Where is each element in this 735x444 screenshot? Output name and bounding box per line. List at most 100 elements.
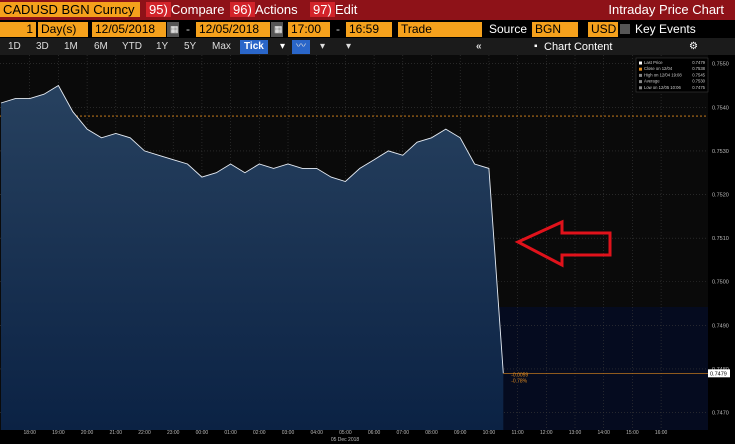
legend-name: Close on 12/04	[644, 66, 673, 71]
x-date-label: 05 Dec 2018	[331, 437, 360, 443]
menu-number[interactable]: 96)	[230, 2, 255, 17]
legend-swatch	[639, 80, 642, 84]
calendar-icon[interactable]: ▦	[271, 22, 283, 37]
legend-box	[635, 57, 709, 93]
legend-value: 0.7530	[692, 79, 705, 84]
collapse-icon[interactable]: «	[476, 41, 482, 52]
x-tick-label: 13:00	[569, 430, 582, 436]
x-tick-label: 16:00	[655, 430, 668, 436]
panel-title[interactable]: Chart Content	[544, 41, 613, 53]
title-bar: CADUSD BGN Curncy 95) Compare 96) Actions 97…	[0, 0, 735, 20]
range-button[interactable]: 1M	[64, 41, 78, 52]
x-tick-label: 23:00	[167, 430, 180, 436]
last-price-box	[708, 369, 730, 378]
x-tick-label: 19:00	[52, 430, 65, 436]
range-button[interactable]: 6M	[94, 41, 108, 52]
y-tick-label: 0.7510	[712, 236, 729, 242]
x-tick-label: 06:00	[368, 430, 381, 436]
change-label: -0.0059	[511, 372, 528, 378]
range-bar: 1D 3D 1M 6M YTD 1Y 5Y Max Tick ▾ 〰 ▾ ▾ « ▪ Char…	[0, 38, 735, 55]
legend-swatch	[639, 67, 642, 71]
x-tick-label: 11:00	[512, 430, 524, 436]
menu-label[interactable]: Compare	[171, 2, 225, 17]
price-line	[0, 84, 504, 374]
start-date[interactable]: 12/05/2018	[92, 22, 166, 37]
range-button[interactable]: 5Y	[184, 41, 197, 52]
checkbox[interactable]	[620, 24, 630, 34]
end-time[interactable]: 16:59	[346, 22, 392, 37]
dash: -	[336, 22, 340, 36]
field[interactable]: Trade	[398, 22, 482, 37]
range-button[interactable]: 3D	[36, 41, 49, 52]
legend-value: 0.7479	[692, 60, 705, 65]
annotation-arrow	[514, 219, 612, 268]
x-tick-label: 09:00	[454, 430, 467, 436]
range-button[interactable]: 1Y	[156, 41, 169, 52]
key-events[interactable]: Key Events	[635, 22, 696, 36]
y-tick-label: 0.7470	[712, 411, 729, 417]
x-tick-label: 08:00	[425, 430, 438, 436]
settings-bar: 1 Day(s) 12/05/2018 ▦ - 12/05/2018 ▦ 17:…	[0, 20, 735, 38]
y-tick-label: 0.7530	[712, 149, 729, 155]
period-unit[interactable]: Day(s)	[38, 22, 88, 37]
currency[interactable]: USD	[588, 22, 618, 37]
dropdown-arrow[interactable]: ▾	[320, 41, 326, 52]
x-tick-label: 12:00	[540, 430, 553, 436]
menu-number[interactable]: 95)	[146, 2, 171, 17]
x-tick-label: 22:00	[138, 430, 151, 436]
range-button[interactable]: YTD	[122, 41, 142, 52]
x-tick-label: 02:00	[253, 430, 266, 436]
settings-icon[interactable]: ⚙	[689, 41, 698, 52]
dropdown-arrow[interactable]: ▾	[280, 41, 286, 52]
legend-name: Average	[644, 79, 660, 84]
legend-name: High on 12/04 19:08	[644, 72, 682, 77]
y-tick-label: 0.7500	[712, 280, 729, 286]
legend-swatch	[639, 61, 642, 65]
panel-icon[interactable]: ▪	[534, 41, 538, 52]
legend-value: 0.7538	[692, 66, 705, 71]
range-button[interactable]: Max	[212, 41, 231, 52]
shade-box	[490, 307, 708, 430]
x-tick-label: 03:00	[282, 430, 295, 436]
x-tick-label: 01:00	[224, 430, 237, 436]
chart-style-icon[interactable]: 〰	[292, 40, 310, 54]
x-tick-label: 20:00	[81, 430, 94, 436]
area	[1, 85, 504, 430]
interval[interactable]: Tick	[240, 40, 268, 54]
x-tick-label: 14:00	[597, 430, 610, 436]
x-tick-label: 15:00	[626, 430, 639, 436]
y-tick-label: 0.7520	[712, 193, 729, 199]
x-tick-label: 05:00	[339, 430, 352, 436]
chart: 0.74700.74800.74900.75000.75100.75200.75…	[0, 55, 730, 443]
screen-title: Intraday Price Chart	[608, 2, 724, 17]
legend-name: Low on 12/05 10:06	[644, 85, 681, 90]
menu-label[interactable]: Actions	[255, 2, 298, 17]
calendar-icon[interactable]: ▦	[167, 22, 179, 37]
dropdown-arrow[interactable]: ▾	[346, 41, 352, 52]
start-time[interactable]: 17:00	[288, 22, 330, 37]
source[interactable]: BGN	[532, 22, 578, 37]
period[interactable]: 1	[0, 22, 36, 37]
x-tick-label: 00:00	[196, 430, 209, 436]
menu-label[interactable]: Edit	[335, 2, 358, 17]
dash: -	[186, 22, 190, 36]
x-tick-label: 07:00	[397, 430, 410, 436]
range-button[interactable]: 1D	[8, 41, 21, 52]
legend-swatch	[639, 73, 642, 77]
security[interactable]: CADUSD BGN Curncy	[0, 2, 140, 17]
x-tick-label: 21:00	[110, 430, 123, 436]
end-date[interactable]: 12/05/2018	[196, 22, 270, 37]
legend-value: 0.7545	[692, 72, 705, 77]
legend-value: 0.7475	[692, 85, 705, 90]
x-tick-label: 18:00	[23, 430, 36, 436]
y-tick-label: 0.7550	[712, 62, 729, 68]
y-tick-label: 0.7540	[712, 105, 729, 111]
y-tick-label: 0.7490	[712, 323, 729, 329]
x-tick-label: 04:00	[310, 430, 323, 436]
legend-swatch	[639, 86, 642, 90]
legend-name: Last Price	[644, 60, 663, 65]
source-label: Source	[489, 22, 528, 36]
change-pct-label: -0.78%	[511, 378, 527, 384]
menu-number[interactable]: 97)	[310, 2, 335, 17]
